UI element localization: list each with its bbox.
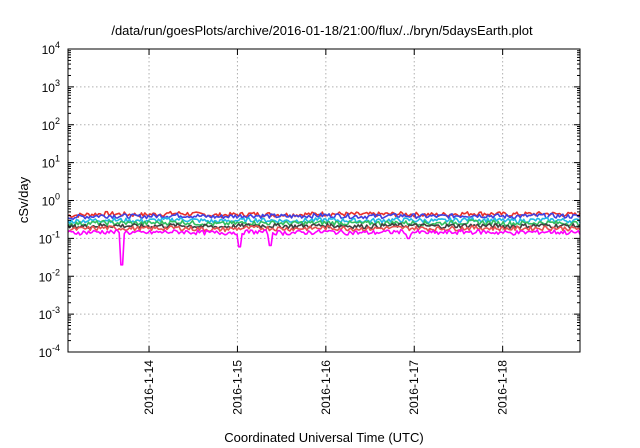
y-tick-label: 10-2	[39, 267, 60, 284]
y-axis-label: cSv/day	[16, 176, 31, 223]
y-tick-label: 10-1	[39, 229, 60, 246]
x-tick-label: 2016-1-16	[319, 360, 333, 415]
grid	[68, 49, 580, 352]
y-tick-label: 104	[42, 40, 60, 57]
y-tick-label: 10-4	[39, 343, 60, 360]
chart-title: /data/run/goesPlots/archive/2016-01-18/2…	[111, 23, 533, 38]
series-line-7	[67, 228, 581, 266]
y-tick-label: 10-3	[39, 305, 60, 322]
series-line-3	[67, 216, 581, 225]
x-tick-label: 2016-1-14	[142, 360, 156, 415]
y-tick-label: 101	[42, 154, 60, 171]
x-axis: 2016-1-14 2016-1-15 2016-1-16 2016-1-17 2016…	[142, 49, 510, 415]
y-tick-label: 102	[42, 116, 60, 133]
x-tick-label: 2016-1-15	[230, 360, 244, 415]
y-axis: 10-4 10-3 10-2 10-1 100 101 102 103 104	[39, 40, 580, 360]
x-axis-label: Coordinated Universal Time (UTC)	[224, 430, 423, 445]
y-tick-label: 100	[42, 192, 60, 209]
series-group	[67, 210, 581, 266]
x-tick-label: 2016-1-18	[496, 360, 510, 415]
x-tick-label: 2016-1-17	[407, 360, 421, 415]
y-tick-label: 103	[42, 78, 60, 95]
series-line-4	[67, 219, 581, 227]
series-line-6	[67, 224, 581, 233]
series-line-2	[67, 212, 581, 221]
